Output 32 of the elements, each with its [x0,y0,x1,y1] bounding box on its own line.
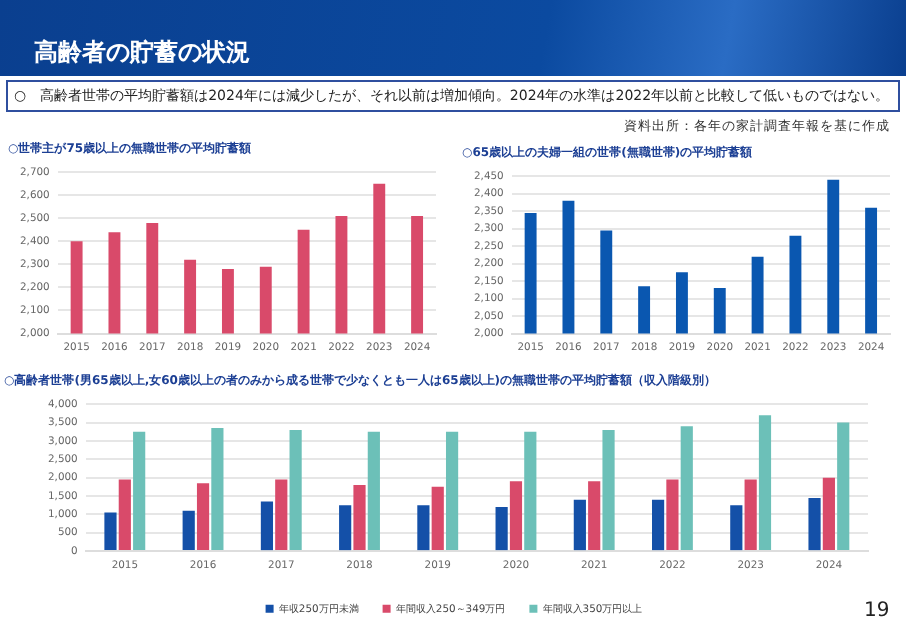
bar [808,497,821,551]
bar [758,415,772,551]
bar [666,479,679,551]
bar [602,429,615,551]
bar [367,431,380,551]
bar [431,486,444,551]
bar [730,505,743,551]
bar [260,501,274,551]
bar [275,479,288,551]
bar [289,429,302,551]
bar [353,485,366,551]
bar [651,499,665,551]
bar [744,479,757,551]
bar [445,431,459,551]
bar [118,479,131,551]
bar [680,426,693,551]
text: 高齢者の貯蓄の状況 [34,36,250,70]
bar [509,481,523,551]
bar [133,431,146,551]
bar [417,505,430,551]
bar [339,505,352,551]
bar [588,481,601,551]
bar [182,510,195,551]
bar [196,483,210,551]
bar [104,512,117,551]
text: 19 [864,600,890,622]
bar [524,431,537,551]
bar [573,499,586,551]
bar [837,422,850,551]
bar [495,507,508,551]
bar [211,428,224,551]
bar [822,477,835,551]
